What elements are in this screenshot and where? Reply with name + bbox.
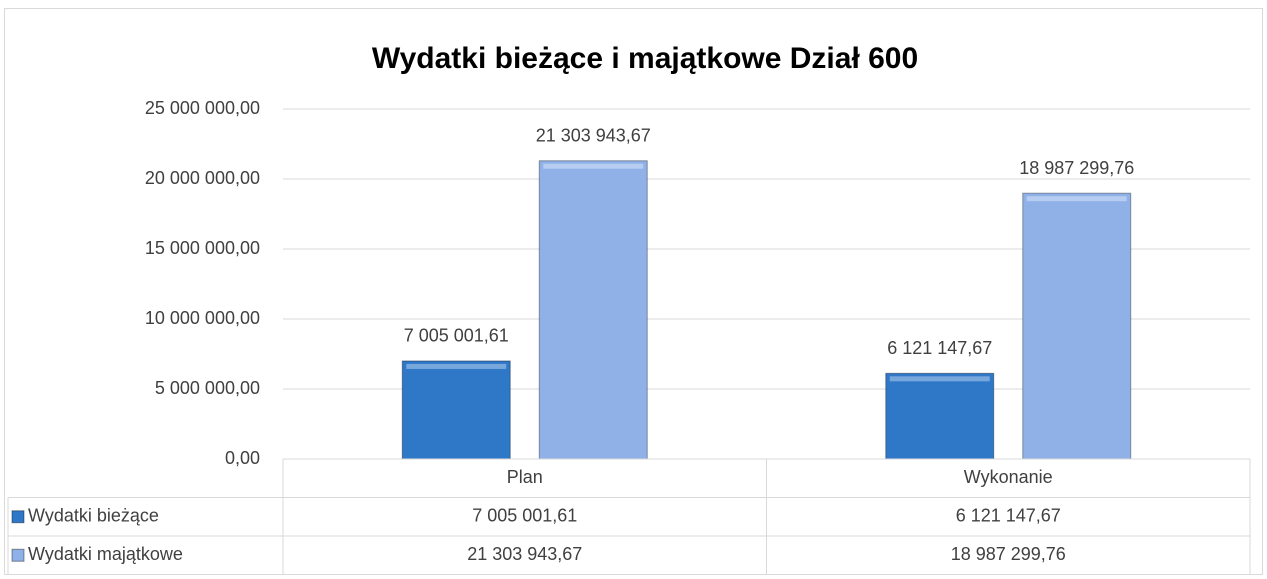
bar	[1022, 192, 1132, 460]
value-label: 7 005 001,61	[404, 326, 509, 346]
y-tick-label: 20 000 000,00	[145, 168, 260, 188]
table-cell: 18 987 299,76	[951, 544, 1066, 564]
y-tick-label: 0,00	[225, 448, 260, 468]
x-tick-label: Wykonanie	[964, 467, 1053, 487]
bar-highlight	[543, 163, 644, 169]
bar-highlight	[406, 363, 507, 369]
table-cell: 7 005 001,61	[472, 506, 577, 526]
y-tick-label: 5 000 000,00	[155, 378, 260, 398]
bar	[401, 360, 511, 460]
value-label: 6 121 147,67	[887, 338, 992, 358]
bar	[885, 372, 995, 460]
legend-marker	[11, 510, 25, 524]
value-label: 18 987 299,76	[1019, 158, 1134, 178]
legend-label: Wydatki majątkowe	[28, 544, 183, 564]
legend-label: Wydatki bieżące	[28, 506, 159, 526]
bar-highlight	[889, 376, 990, 382]
bar-highlight	[1026, 196, 1127, 202]
x-tick-label: Plan	[507, 467, 543, 487]
table-cell: 6 121 147,67	[956, 506, 1061, 526]
y-tick-label: 10 000 000,00	[145, 308, 260, 328]
y-tick-label: 25 000 000,00	[145, 98, 260, 118]
bar	[538, 160, 648, 460]
legend-marker	[11, 548, 25, 562]
y-tick-label: 15 000 000,00	[145, 238, 260, 258]
value-label: 21 303 943,67	[536, 125, 651, 145]
chart-title: Wydatki bieżące i majątkowe Dział 600	[372, 42, 918, 75]
table-cell: 21 303 943,67	[467, 544, 582, 564]
